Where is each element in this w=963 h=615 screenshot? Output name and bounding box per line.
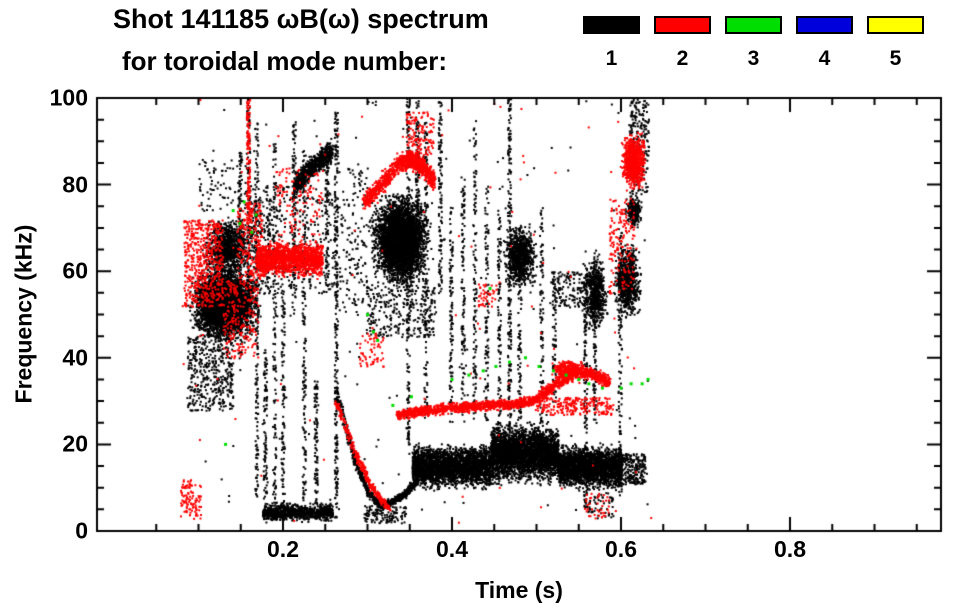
- y-tick-label: 40: [62, 344, 88, 371]
- y-tick-label: 20: [62, 430, 88, 457]
- legend-mode-number: 3: [747, 47, 760, 70]
- x-tick-label: 0.8: [774, 536, 806, 562]
- legend-swatch: [725, 16, 782, 34]
- legend-item: 5: [867, 16, 924, 71]
- x-tick-label: 0.2: [267, 536, 299, 562]
- chart-subtitle: for toroidal mode number:: [122, 46, 447, 76]
- y-tick-label: 80: [62, 171, 88, 198]
- legend-mode-number: 4: [818, 47, 831, 70]
- legend-item: 1: [583, 16, 640, 71]
- legend-mode-number: 5: [889, 47, 902, 70]
- x-tick-label: 0.6: [605, 536, 637, 562]
- x-axis-label: Time (s): [475, 577, 563, 603]
- y-tick-label: 60: [62, 257, 88, 284]
- chart-title: Shot 141185 ωB(ω) spectrum: [113, 4, 489, 34]
- legend-mode-number: 1: [605, 47, 618, 70]
- legend-swatch: [867, 16, 924, 34]
- legend-item: 4: [796, 16, 853, 71]
- legend: 1 2 3 4 5: [583, 16, 924, 71]
- legend-mode-number: 2: [676, 47, 689, 70]
- x-tick-label: 0.4: [436, 536, 468, 562]
- y-tick-label: 0: [75, 517, 88, 544]
- legend-swatch: [796, 16, 853, 34]
- legend-item: 3: [725, 16, 782, 71]
- legend-swatch: [583, 16, 640, 34]
- legend-item: 2: [654, 16, 711, 71]
- legend-swatch: [654, 16, 711, 34]
- y-tick-label: 100: [49, 84, 88, 111]
- y-axis-label: Frequency (kHz): [10, 224, 37, 404]
